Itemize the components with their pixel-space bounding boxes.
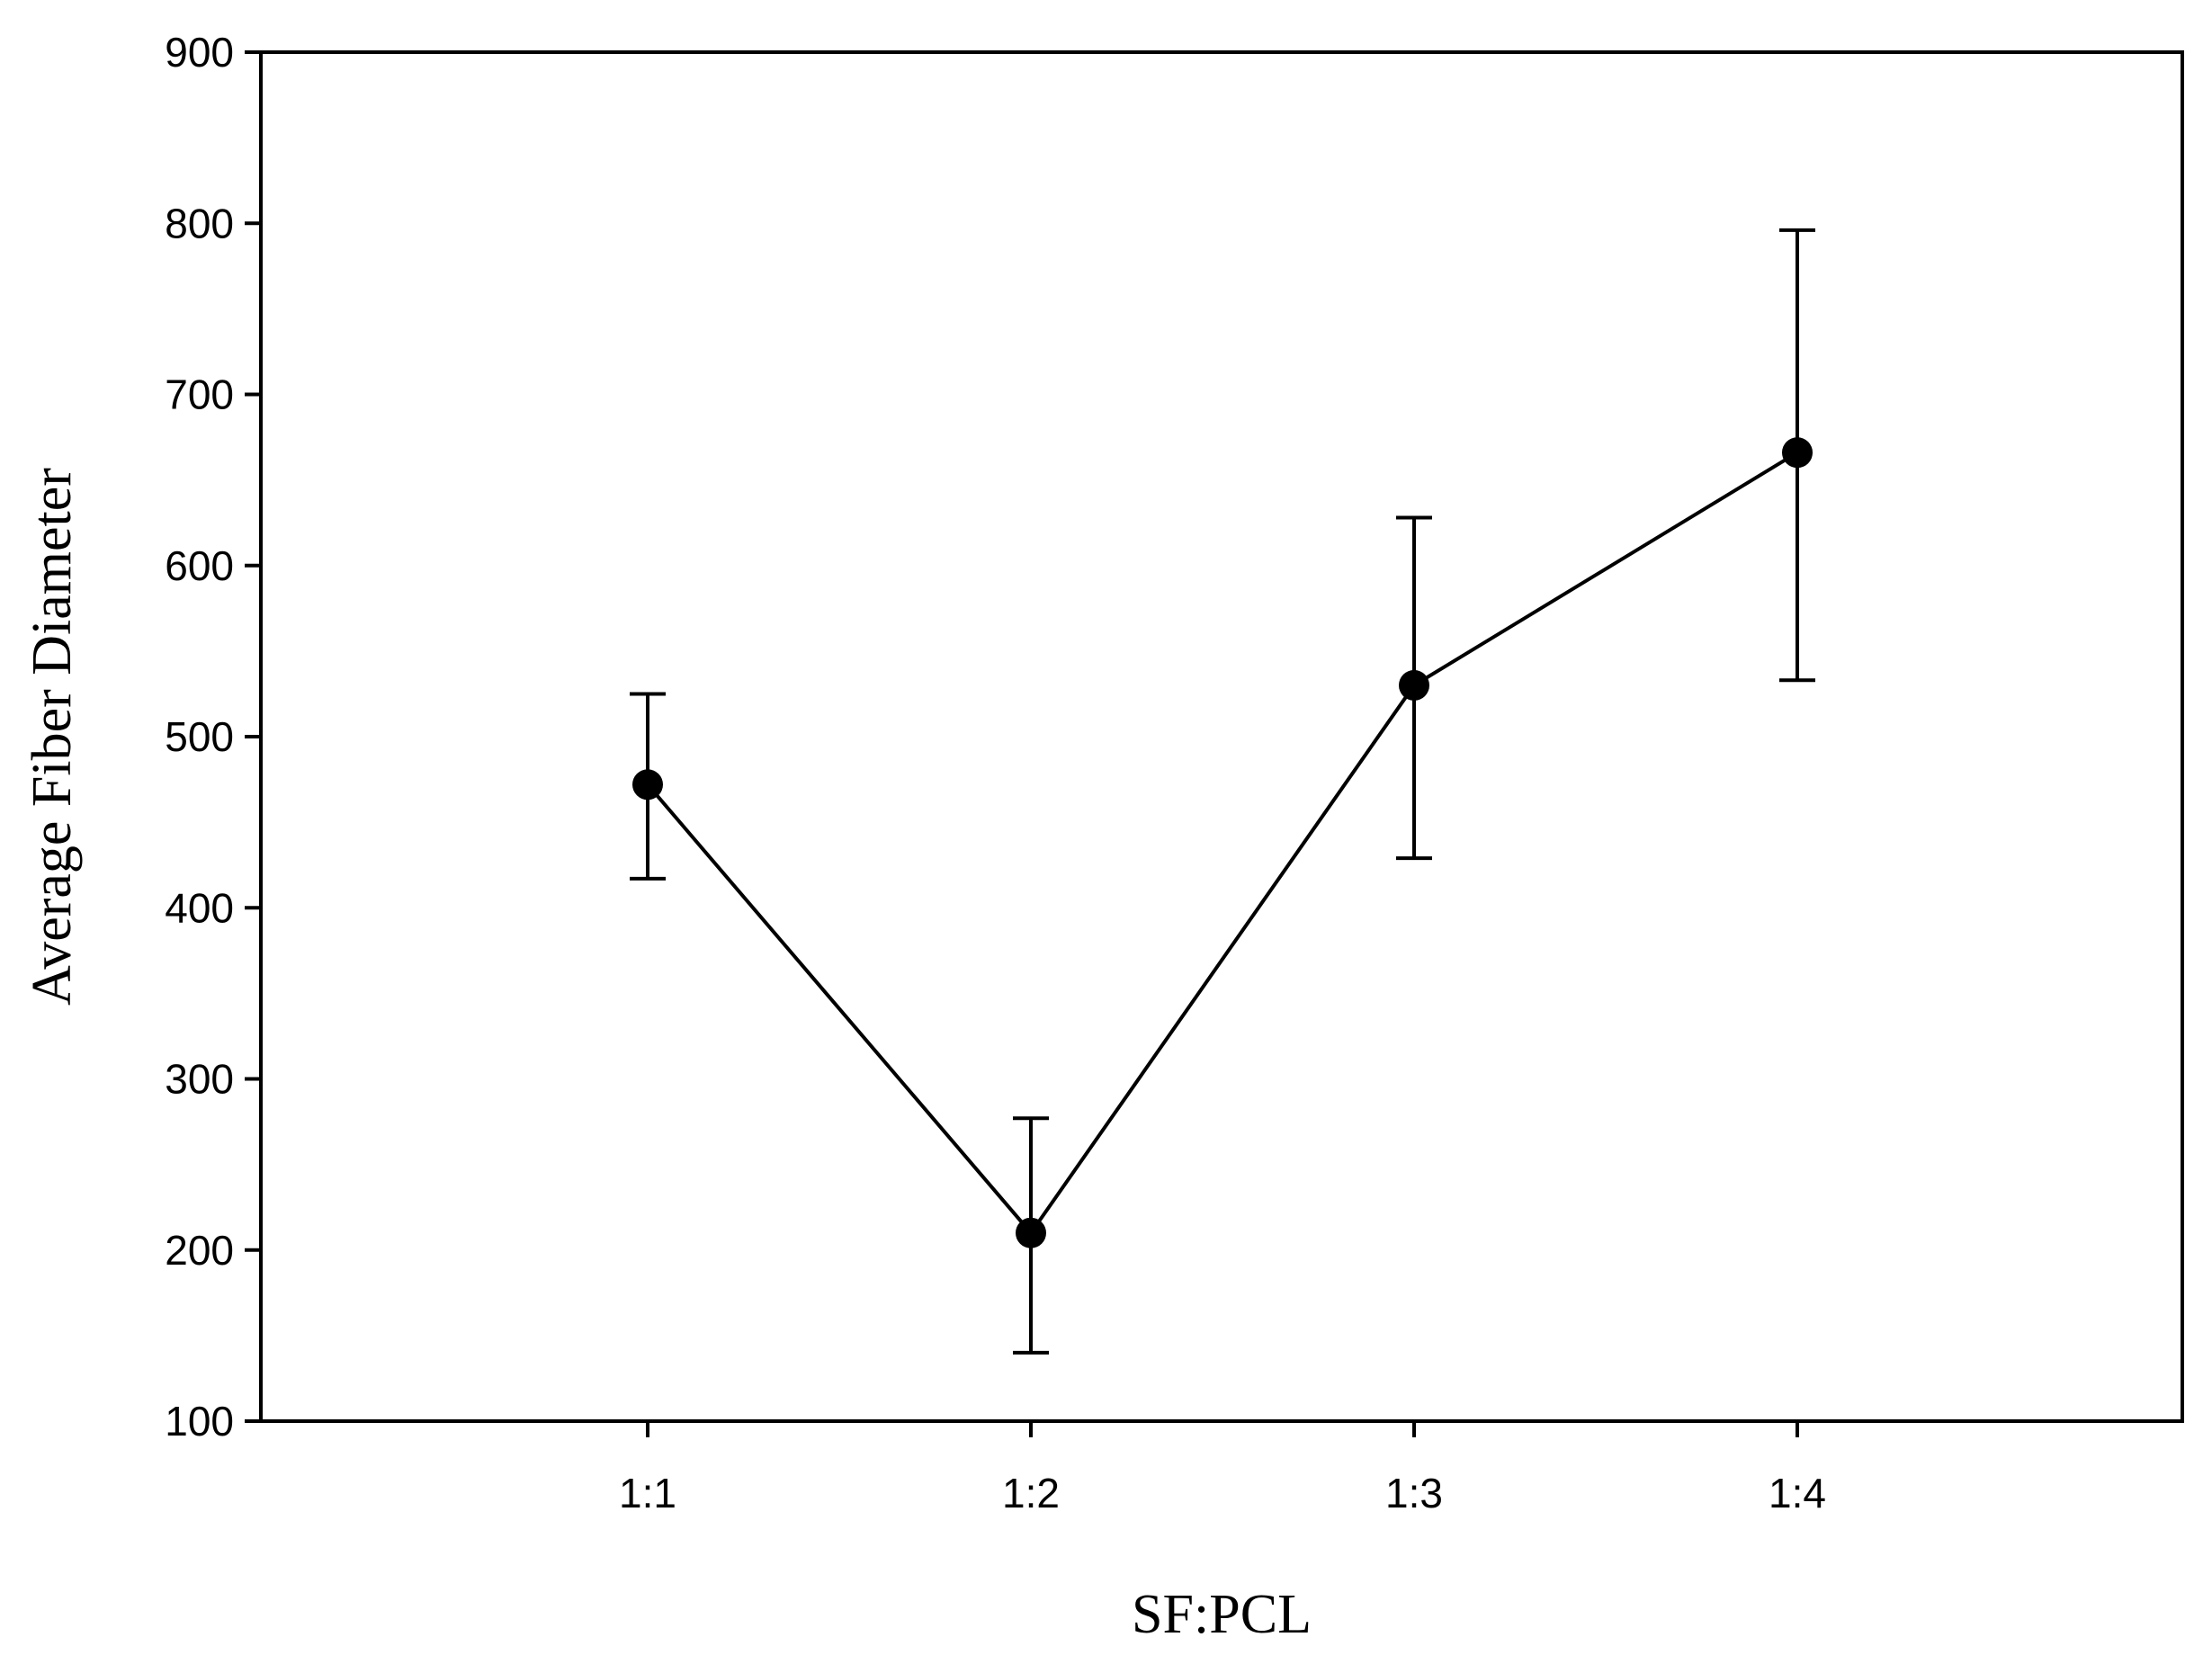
y-axis-ticks: 100 200 300 400 500 600 700 800 900	[165, 29, 261, 1445]
y-tick-label: 800	[165, 200, 234, 246]
data-point	[632, 769, 663, 801]
y-axis-title: Average Fiber Diameter	[22, 468, 83, 1006]
data-point	[1016, 1217, 1046, 1248]
y-tick-label: 400	[165, 884, 234, 931]
y-tick-label: 900	[165, 29, 234, 76]
y-tick-label: 300	[165, 1056, 234, 1103]
x-tick-label: 1:1	[619, 1470, 676, 1516]
series-group	[630, 228, 1815, 1355]
data-point	[1782, 437, 1813, 469]
y-tick-label: 500	[165, 713, 234, 760]
x-axis-ticks: 1:1 1:2 1:3 1:4	[619, 1421, 1826, 1516]
y-tick-label: 600	[165, 542, 234, 589]
y-tick-label: 200	[165, 1227, 234, 1274]
plot-frame	[259, 50, 2184, 1423]
x-tick-label: 1:4	[1769, 1470, 1826, 1516]
x-tick-label: 1:2	[1002, 1470, 1060, 1516]
data-point	[1399, 669, 1429, 701]
y-tick-label: 700	[165, 371, 234, 418]
x-axis-title: SF:PCL	[1132, 1584, 1312, 1645]
series-line	[646, 451, 1799, 1236]
y-tick-label: 100	[165, 1398, 234, 1445]
x-tick-label: 1:3	[1385, 1470, 1443, 1516]
